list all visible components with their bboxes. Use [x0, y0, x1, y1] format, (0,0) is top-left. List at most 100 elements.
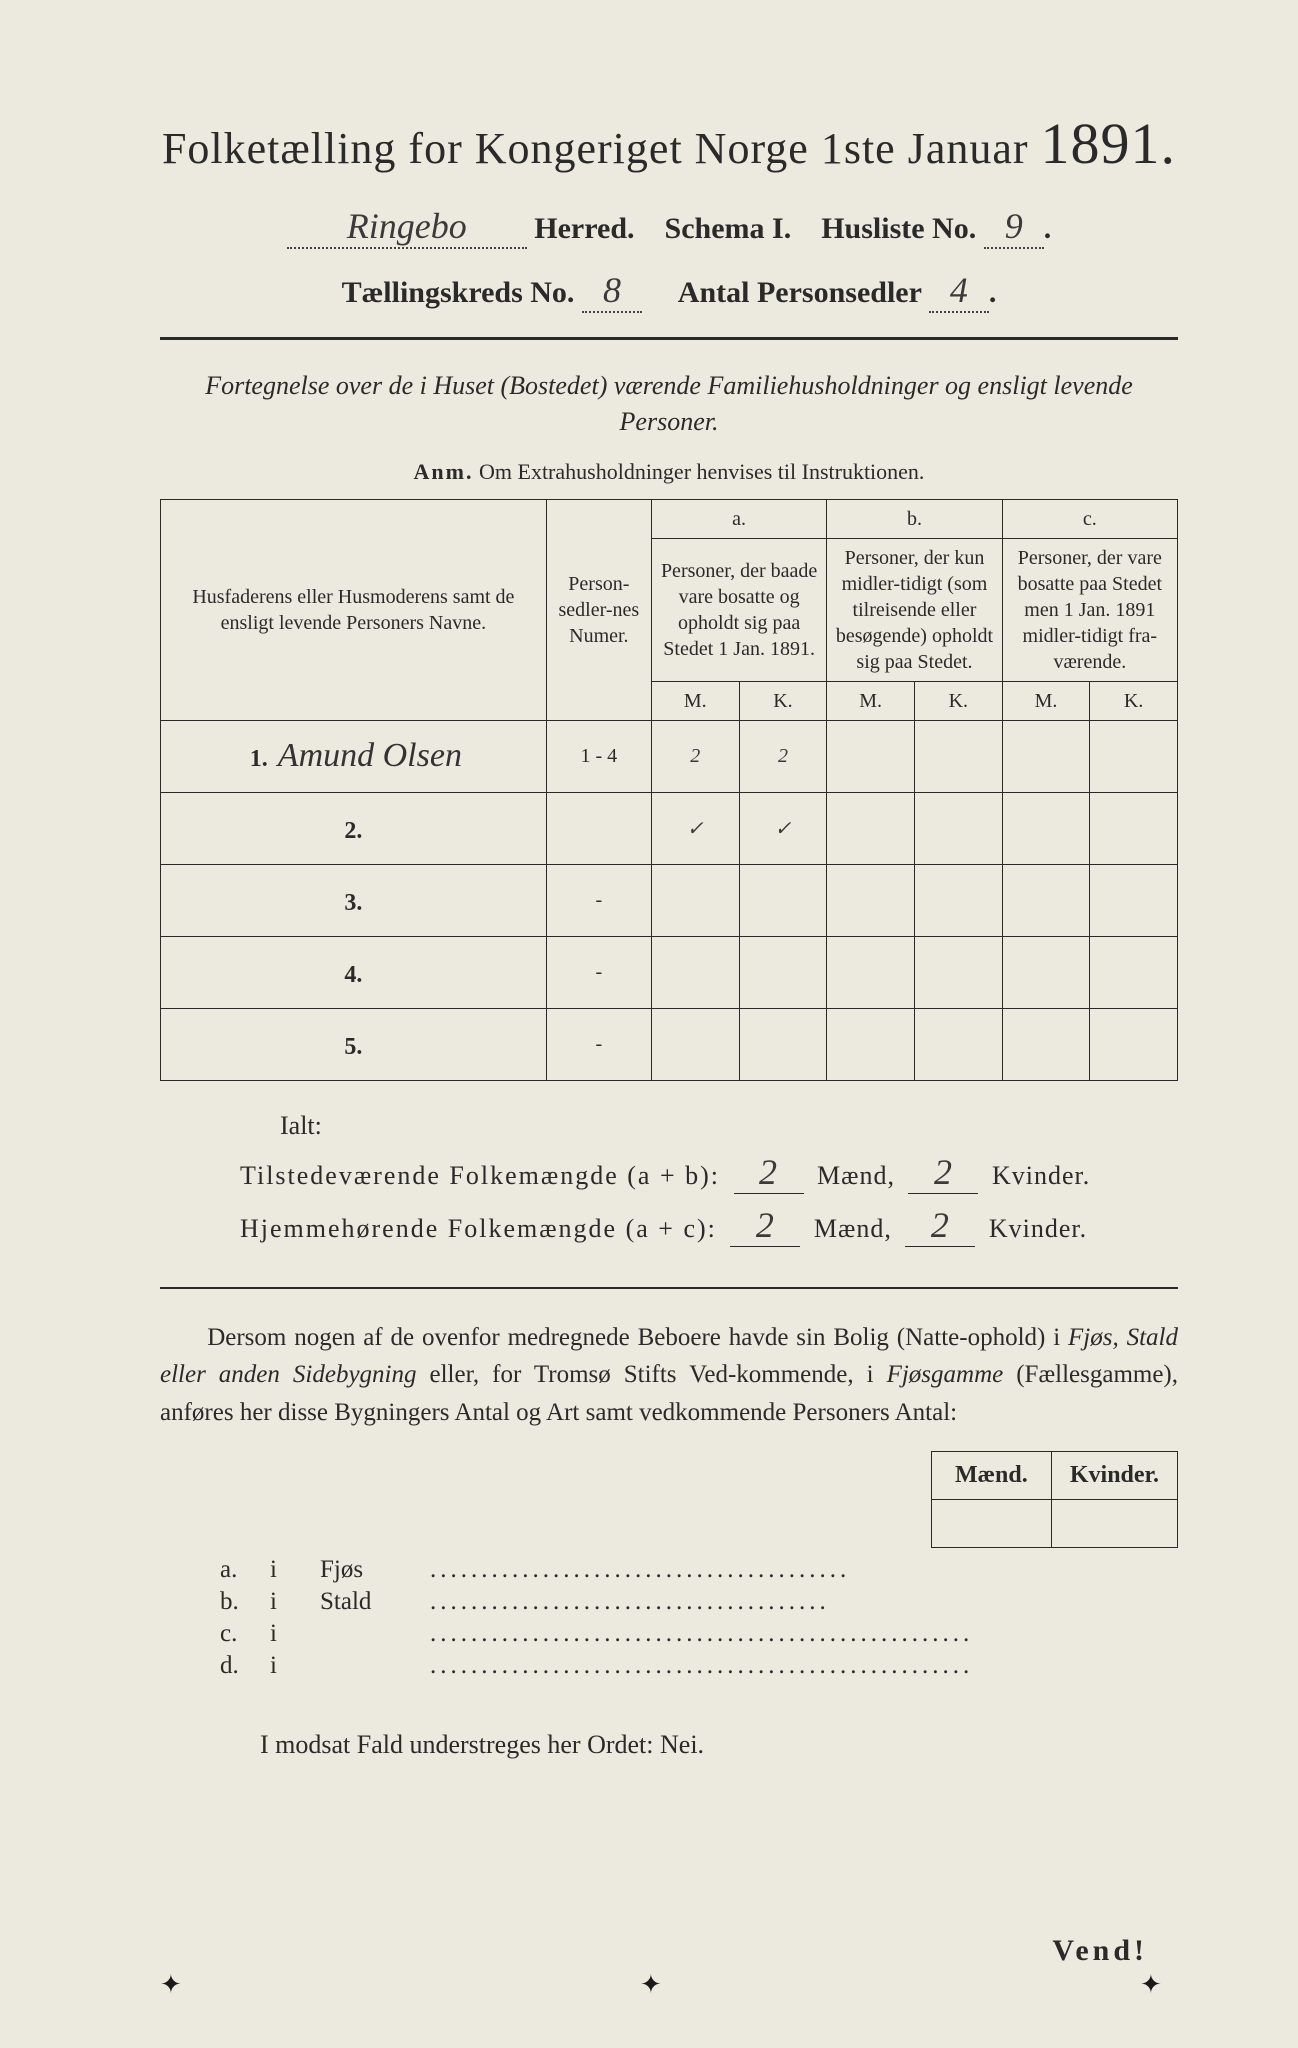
abcd-line: c.i.....................................… — [220, 1620, 1178, 1648]
kreds-label: Tællingskreds No. — [342, 276, 575, 309]
sum1-m: 2 — [734, 1151, 804, 1194]
row-bK — [914, 936, 1002, 1008]
anm-line: Anm. Om Extrahusholdninger henvises til … — [160, 459, 1178, 485]
sum1-label: Tilstedeværende Folkemængde (a + b): — [240, 1161, 720, 1190]
col-a-text: Personer, der baade vare bosatte og opho… — [651, 538, 826, 681]
sum1-k: 2 — [908, 1151, 978, 1194]
antal-no: 4 — [929, 269, 989, 313]
row-bK — [914, 864, 1002, 936]
col-num: Person-sedler-nes Numer. — [546, 499, 651, 720]
page-title: Folketælling for Kongeriget Norge 1ste J… — [160, 110, 1178, 177]
row-bM — [827, 1008, 915, 1080]
row-cM — [1002, 792, 1090, 864]
anm-bold: Anm. — [414, 459, 474, 484]
col-c-text: Personer, der vare bosatte paa Stedet me… — [1002, 538, 1177, 681]
paragraph: Dersom nogen af de ovenfor medregnede Be… — [160, 1319, 1178, 1432]
modsat-line: I modsat Fald understreges her Ordet: Ne… — [260, 1730, 1178, 1760]
row-cK — [1090, 1008, 1178, 1080]
sum2-ml: Mænd, — [814, 1214, 892, 1243]
row-bM — [827, 720, 915, 792]
herred-label: Herred. — [534, 212, 634, 245]
kreds-no: 8 — [582, 269, 642, 313]
row-cM — [1002, 1008, 1090, 1080]
row-aM — [651, 1008, 739, 1080]
small-cell — [931, 1500, 1051, 1548]
sum2-kl: Kvinder. — [989, 1214, 1087, 1243]
table-row: 2. ✓✓ — [161, 792, 1178, 864]
husliste-no: 9 — [984, 205, 1044, 249]
row-aK — [739, 936, 827, 1008]
herred-handwritten: Ringebo — [287, 205, 527, 249]
table-row: 1. Amund Olsen1 - 422 — [161, 720, 1178, 792]
row-cM — [1002, 720, 1090, 792]
pin-icon: ✦ — [160, 1970, 178, 1988]
abcd-line: a.iFjøs.................................… — [220, 1556, 1178, 1584]
schema-label: Schema I. — [665, 212, 792, 245]
row-name-cell: 3. — [161, 864, 547, 936]
abcd-line: d.i.....................................… — [220, 1652, 1178, 1680]
census-table: Husfaderens eller Husmoderens samt de en… — [160, 499, 1178, 1081]
title-text: Folketælling for Kongeriget Norge 1ste J… — [162, 124, 1041, 173]
row-aK: 2 — [739, 720, 827, 792]
husliste-label: Husliste No. — [821, 212, 976, 245]
row-aM: ✓ — [651, 792, 739, 864]
sum1-kl: Kvinder. — [992, 1161, 1090, 1190]
sum-line-2: Hjemmehørende Folkemængde (a + c): 2 Mæn… — [240, 1204, 1178, 1247]
row-num: - — [546, 936, 651, 1008]
sum-line-1: Tilstedeværende Folkemængde (a + b): 2 M… — [240, 1151, 1178, 1194]
row-name-cell: 4. — [161, 936, 547, 1008]
row-num — [546, 792, 651, 864]
row-name-cell: 1. Amund Olsen — [161, 720, 547, 792]
row-aM: 2 — [651, 720, 739, 792]
row-aK: ✓ — [739, 792, 827, 864]
col-c-letter: c. — [1002, 499, 1177, 538]
pin-icon: ✦ — [1140, 1970, 1158, 1988]
small-m: Mænd. — [931, 1452, 1051, 1500]
header-line-2: Ringebo Herred. Schema I. Husliste No. 9… — [160, 205, 1178, 249]
title-year: 1891. — [1041, 111, 1177, 176]
row-cM — [1002, 864, 1090, 936]
small-k: Kvinder. — [1051, 1452, 1177, 1500]
col-names: Husfaderens eller Husmoderens samt de en… — [161, 499, 547, 720]
table-row: 3. - — [161, 864, 1178, 936]
row-name-cell: 5. — [161, 1008, 547, 1080]
row-num: - — [546, 864, 651, 936]
row-bM — [827, 792, 915, 864]
antal-label: Antal Personsedler — [678, 276, 922, 309]
divider-2 — [160, 1287, 1178, 1289]
table-row: 4. - — [161, 936, 1178, 1008]
sum1-ml: Mænd, — [817, 1161, 895, 1190]
sum2-k: 2 — [905, 1204, 975, 1247]
col-a-m: M. — [651, 681, 739, 720]
row-cK — [1090, 864, 1178, 936]
sum2-m: 2 — [730, 1204, 800, 1247]
row-aM — [651, 936, 739, 1008]
row-cM — [1002, 936, 1090, 1008]
census-form-page: Folketælling for Kongeriget Norge 1ste J… — [0, 0, 1298, 2048]
col-b-m: M. — [827, 681, 915, 720]
col-b-letter: b. — [827, 499, 1002, 538]
divider-1 — [160, 337, 1178, 340]
sum2-label: Hjemmehørende Folkemængde (a + c): — [240, 1214, 717, 1243]
row-aK — [739, 864, 827, 936]
col-a-k: K. — [739, 681, 827, 720]
col-c-k: K. — [1090, 681, 1178, 720]
col-a-letter: a. — [651, 499, 826, 538]
row-num: 1 - 4 — [546, 720, 651, 792]
mk-small-table: Mænd. Kvinder. — [931, 1451, 1178, 1548]
col-b-text: Personer, der kun midler-tidigt (som til… — [827, 538, 1002, 681]
header-line-3: Tællingskreds No. 8 Antal Personsedler 4… — [160, 269, 1178, 313]
ialt-label: Ialt: — [280, 1111, 1178, 1141]
pin-icon: ✦ — [640, 1970, 658, 1988]
col-b-k: K. — [914, 681, 1002, 720]
row-bM — [827, 864, 915, 936]
vend-label: Vend! — [1052, 1934, 1148, 1968]
row-cK — [1090, 936, 1178, 1008]
subtitle: Fortegnelse over de i Huset (Bostedet) v… — [160, 368, 1178, 441]
row-bK — [914, 1008, 1002, 1080]
abcd-line: b.iStald................................… — [220, 1588, 1178, 1616]
row-cK — [1090, 720, 1178, 792]
row-bK — [914, 792, 1002, 864]
row-name-cell: 2. — [161, 792, 547, 864]
row-aM — [651, 864, 739, 936]
